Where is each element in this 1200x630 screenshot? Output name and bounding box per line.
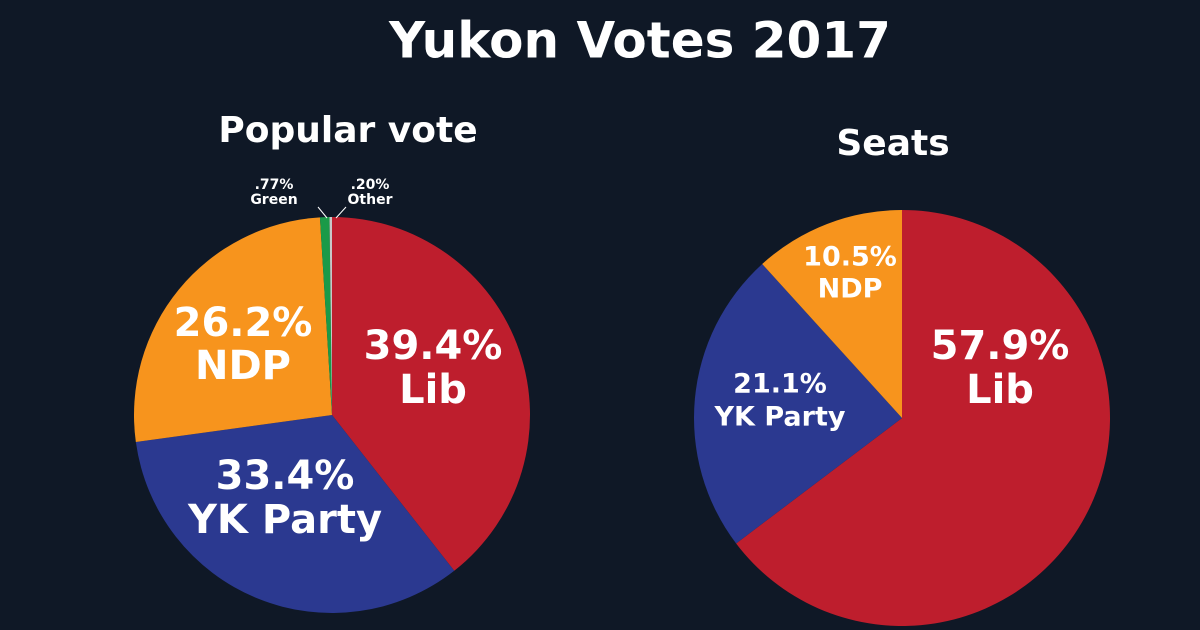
value-label: 21.1% [733, 369, 827, 400]
pie-slice [135, 415, 455, 613]
pie-slice [134, 217, 332, 443]
pie-slice [736, 210, 1110, 626]
pie-title: Popular vote [218, 110, 477, 151]
pie-slice [694, 263, 902, 544]
pie-slice [332, 217, 531, 571]
category-label: NDP [195, 343, 291, 389]
category-label: Lib [399, 367, 467, 413]
value-label: 33.4% [216, 453, 355, 499]
leader-line [335, 206, 347, 219]
category-label: YK Party [714, 402, 846, 433]
value-label: 26.2% [174, 300, 313, 346]
pie-title: Seats [836, 123, 949, 164]
category-label: YK Party [187, 497, 382, 543]
pie-slice [762, 210, 902, 418]
pie-slice [329, 217, 332, 415]
value-label: .20% [351, 177, 390, 193]
pie-slice [319, 217, 332, 415]
value-label: 57.9% [931, 323, 1070, 369]
leader-line [317, 206, 328, 219]
category-label: Green [250, 192, 297, 208]
category-label: Lib [966, 367, 1034, 413]
value-label: .77% [255, 177, 294, 193]
chart-title: Yukon Votes 2017 [388, 12, 891, 70]
value-label: 10.5% [803, 242, 897, 273]
value-label: 39.4% [364, 323, 503, 369]
category-label: NDP [818, 274, 883, 305]
category-label: Other [348, 192, 393, 208]
